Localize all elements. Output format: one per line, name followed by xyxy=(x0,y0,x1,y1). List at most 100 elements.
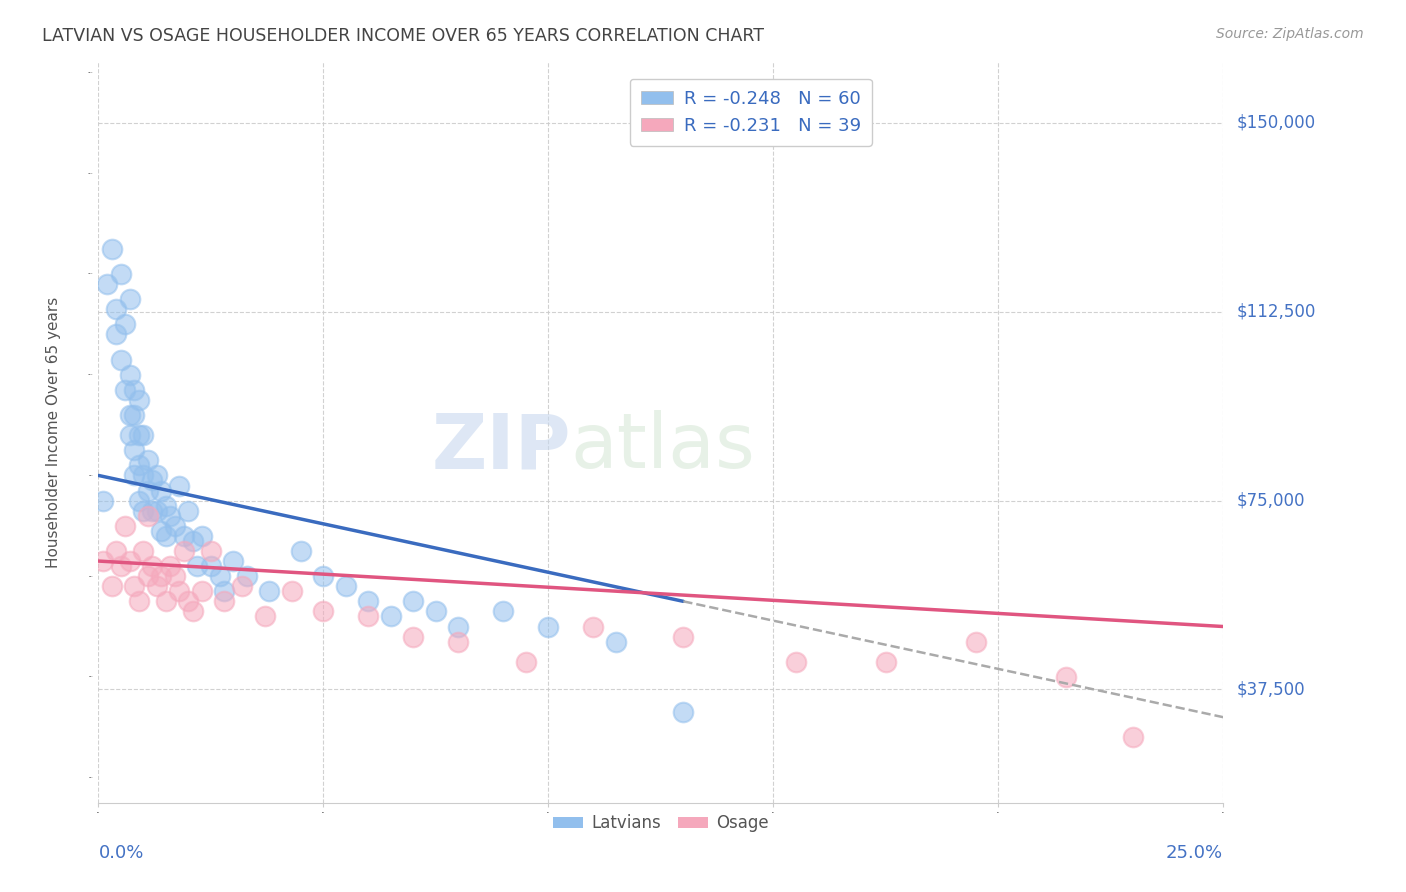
Point xyxy=(128,458,150,473)
Point xyxy=(124,468,146,483)
Point xyxy=(105,544,128,558)
Point xyxy=(150,524,173,538)
Text: Source: ZipAtlas.com: Source: ZipAtlas.com xyxy=(1216,27,1364,41)
Point xyxy=(141,559,163,574)
Point xyxy=(312,569,335,583)
Text: ZIP: ZIP xyxy=(432,410,571,484)
Point xyxy=(155,499,177,513)
Point xyxy=(169,584,191,599)
Point xyxy=(105,302,128,317)
Point xyxy=(155,529,177,543)
Point xyxy=(136,483,159,498)
Text: $150,000: $150,000 xyxy=(1237,114,1316,132)
Point xyxy=(128,594,150,608)
Point xyxy=(114,383,136,397)
Point xyxy=(200,544,222,558)
Point xyxy=(181,604,204,618)
Point xyxy=(253,609,276,624)
Point xyxy=(447,619,470,633)
Point xyxy=(118,292,141,306)
Point xyxy=(191,584,214,599)
Point xyxy=(290,544,312,558)
Point xyxy=(1122,731,1144,745)
Point xyxy=(114,318,136,332)
Point xyxy=(200,559,222,574)
Point xyxy=(177,504,200,518)
Point xyxy=(281,584,304,599)
Point xyxy=(169,478,191,492)
Point xyxy=(537,619,560,633)
Point xyxy=(214,584,236,599)
Point xyxy=(159,559,181,574)
Point xyxy=(118,428,141,442)
Point xyxy=(136,453,159,467)
Point xyxy=(785,655,807,669)
Point xyxy=(124,443,146,458)
Point xyxy=(101,242,124,256)
Point xyxy=(492,604,515,618)
Point xyxy=(163,569,186,583)
Point xyxy=(110,267,132,281)
Point xyxy=(141,504,163,518)
Point xyxy=(132,504,155,518)
Point xyxy=(582,619,605,633)
Point xyxy=(132,428,155,442)
Point xyxy=(173,529,195,543)
Point xyxy=(146,468,169,483)
Point xyxy=(91,554,114,568)
Point xyxy=(132,544,155,558)
Point xyxy=(402,630,425,644)
Point xyxy=(136,569,159,583)
Point xyxy=(357,594,380,608)
Point xyxy=(110,559,132,574)
Point xyxy=(173,544,195,558)
Point xyxy=(186,559,208,574)
Point xyxy=(425,604,447,618)
Point xyxy=(1054,670,1077,684)
Text: $112,500: $112,500 xyxy=(1237,302,1316,321)
Text: Householder Income Over 65 years: Householder Income Over 65 years xyxy=(46,297,60,568)
Point xyxy=(515,655,537,669)
Point xyxy=(141,474,163,488)
Point xyxy=(181,533,204,548)
Point xyxy=(672,630,695,644)
Point xyxy=(124,383,146,397)
Point xyxy=(96,277,118,291)
Point xyxy=(672,705,695,719)
Point xyxy=(150,483,173,498)
Point xyxy=(91,493,114,508)
Text: $75,000: $75,000 xyxy=(1237,491,1306,509)
Point xyxy=(124,408,146,422)
Point xyxy=(128,392,150,407)
Point xyxy=(875,655,897,669)
Point xyxy=(128,428,150,442)
Legend: Latvians, Osage: Latvians, Osage xyxy=(547,807,775,838)
Point xyxy=(132,468,155,483)
Point xyxy=(124,579,146,593)
Point xyxy=(128,493,150,508)
Point xyxy=(231,579,253,593)
Point xyxy=(605,634,627,648)
Point xyxy=(447,634,470,648)
Point xyxy=(357,609,380,624)
Point xyxy=(402,594,425,608)
Point xyxy=(150,569,173,583)
Point xyxy=(236,569,259,583)
Point xyxy=(214,594,236,608)
Point xyxy=(146,504,169,518)
Point xyxy=(191,529,214,543)
Point xyxy=(118,554,141,568)
Text: 25.0%: 25.0% xyxy=(1166,844,1223,862)
Text: atlas: atlas xyxy=(571,410,755,484)
Text: LATVIAN VS OSAGE HOUSEHOLDER INCOME OVER 65 YEARS CORRELATION CHART: LATVIAN VS OSAGE HOUSEHOLDER INCOME OVER… xyxy=(42,27,765,45)
Point xyxy=(136,508,159,523)
Point xyxy=(101,579,124,593)
Point xyxy=(965,634,987,648)
Point xyxy=(118,408,141,422)
Text: 0.0%: 0.0% xyxy=(98,844,143,862)
Point xyxy=(208,569,231,583)
Point xyxy=(335,579,357,593)
Point xyxy=(105,327,128,342)
Point xyxy=(312,604,335,618)
Point xyxy=(114,518,136,533)
